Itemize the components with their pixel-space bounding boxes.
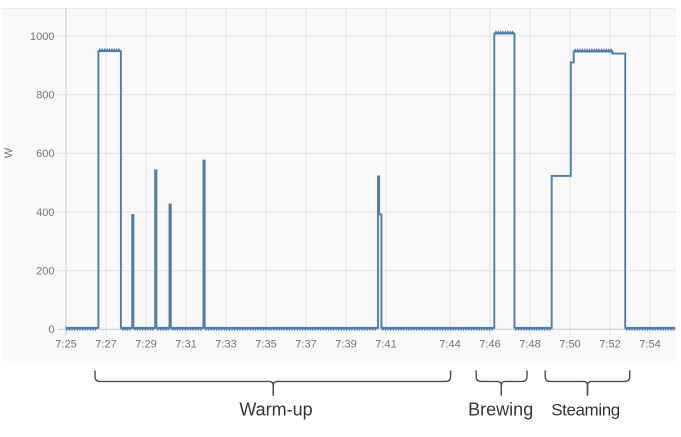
svg-text:7:35: 7:35 bbox=[255, 339, 276, 351]
svg-text:7:52: 7:52 bbox=[599, 339, 620, 351]
svg-text:200: 200 bbox=[36, 266, 54, 278]
svg-text:7:31: 7:31 bbox=[175, 339, 196, 351]
svg-text:Warm-up: Warm-up bbox=[239, 400, 312, 420]
svg-text:7:44: 7:44 bbox=[439, 339, 460, 351]
svg-text:7:33: 7:33 bbox=[215, 339, 236, 351]
svg-text:7:54: 7:54 bbox=[639, 339, 660, 351]
svg-text:7:46: 7:46 bbox=[479, 339, 500, 351]
svg-text:7:39: 7:39 bbox=[335, 339, 356, 351]
svg-text:7:50: 7:50 bbox=[559, 339, 580, 351]
svg-text:Steaming: Steaming bbox=[551, 401, 620, 420]
svg-text:7:25: 7:25 bbox=[55, 339, 76, 351]
svg-text:Brewing: Brewing bbox=[468, 400, 533, 420]
svg-text:1000: 1000 bbox=[30, 31, 54, 43]
svg-text:7:29: 7:29 bbox=[135, 339, 156, 351]
svg-text:600: 600 bbox=[36, 148, 54, 160]
svg-text:7:37: 7:37 bbox=[295, 339, 316, 351]
svg-text:400: 400 bbox=[36, 207, 54, 219]
svg-text:0: 0 bbox=[48, 324, 54, 336]
svg-text:7:41: 7:41 bbox=[375, 339, 396, 351]
svg-text:800: 800 bbox=[36, 90, 54, 102]
svg-text:7:48: 7:48 bbox=[519, 339, 540, 351]
svg-text:7:27: 7:27 bbox=[95, 339, 116, 351]
svg-text:W: W bbox=[3, 147, 15, 158]
